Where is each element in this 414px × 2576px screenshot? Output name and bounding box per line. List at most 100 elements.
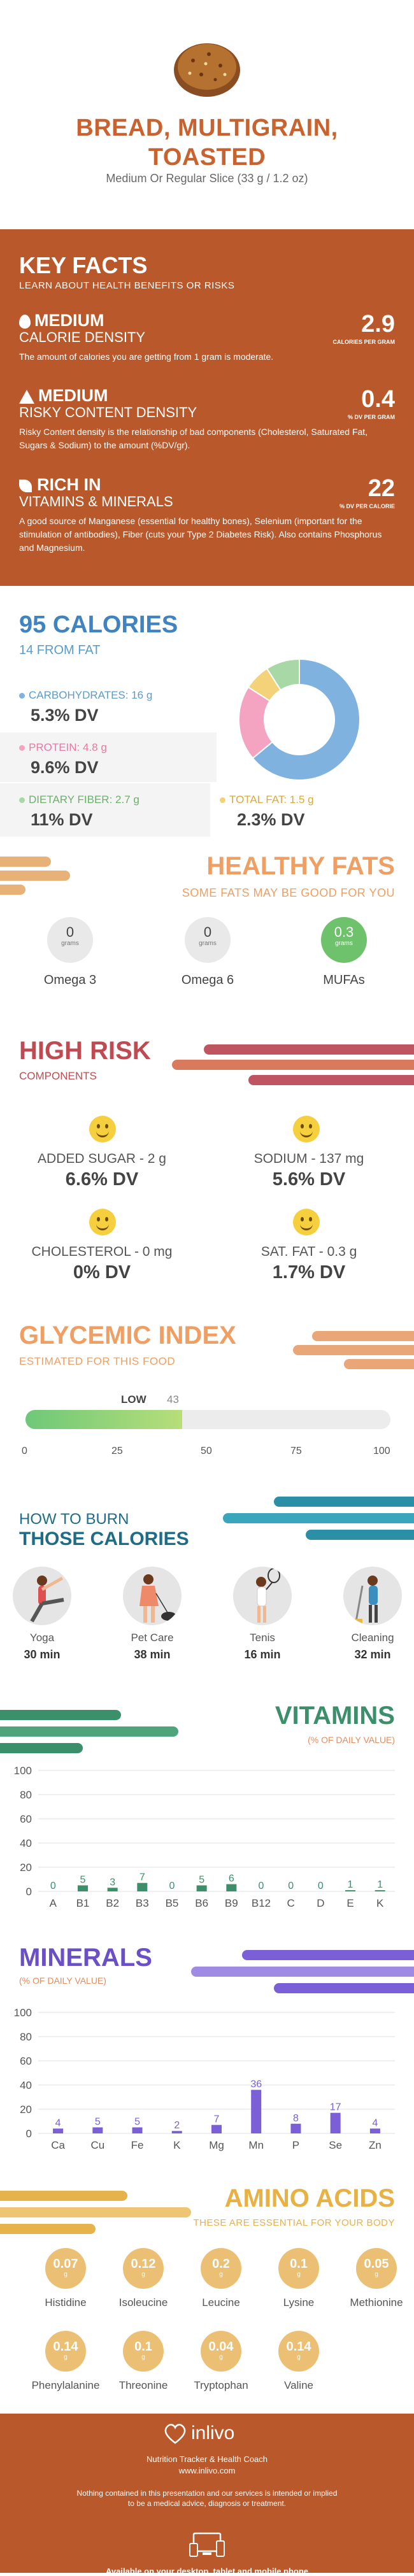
- vitamins-value-label: 0: [169, 1881, 175, 1891]
- vitamins-x-tick: B3: [136, 1897, 149, 1909]
- minerals-value-label: 17: [330, 2102, 341, 2113]
- glycemic-level: LOW: [121, 1393, 146, 1405]
- fiber-dot: [19, 797, 25, 804]
- vitamins-x-tick: A: [50, 1897, 57, 1909]
- glycemic-tick: 50: [201, 1446, 212, 1456]
- omega6-name: Omega 6: [181, 973, 234, 987]
- fat-label: TOTAL FAT: 1.5 g: [220, 793, 314, 806]
- amino-name: Isoleucine: [118, 2296, 168, 2309]
- unit-label: grams: [61, 940, 79, 947]
- mufas-name: MUFAs: [323, 973, 365, 987]
- smile-icon: [89, 1116, 116, 1142]
- amino-unit: g: [64, 2271, 68, 2278]
- sat-fat-label: SAT. FAT - 0.3 g: [261, 1244, 357, 1259]
- burn-decor-stripes: [223, 1497, 414, 1548]
- activity-minutes: 38 min: [134, 1648, 171, 1661]
- cholesterol-dv: 0% DV: [73, 1262, 131, 1283]
- fats-subtitle: SOME FATS MAY BE GOOD FOR YOU: [182, 886, 395, 899]
- vitamins-decor-stripes: [0, 1710, 191, 1761]
- smile-icon: [293, 1116, 320, 1142]
- minerals-decor-stripes: [191, 1950, 414, 2001]
- minerals-y-tick: 80: [20, 2031, 32, 2043]
- protein-text: PROTEIN: 4.8 g: [29, 741, 107, 753]
- brand-tagline: Nutrition Tracker & Health Coach: [146, 2454, 268, 2464]
- amino-circle: 0.1 g: [278, 2248, 319, 2289]
- amino-circle: 0.14 g: [45, 2331, 86, 2372]
- amino-name: Histidine: [45, 2296, 87, 2309]
- minerals-value-label: 5: [134, 2117, 140, 2128]
- minerals-y-tick: 20: [20, 2103, 32, 2116]
- protein-label: PROTEIN: 4.8 g: [19, 741, 107, 754]
- fact-risky-content: MEDIUM RISKY CONTENT DENSITY 0.4 % DV PE…: [19, 386, 395, 452]
- minerals-bar-P: [290, 2123, 301, 2133]
- vitamins-title: VITAMINS: [275, 1702, 395, 1730]
- vitamins-bar-B9: [226, 1884, 237, 1891]
- high-risk-subtitle: COMPONENTS: [19, 1070, 97, 1082]
- warning-icon: [19, 389, 34, 404]
- amino-value: 0.12: [131, 2257, 156, 2271]
- risk-decor-stripes: [159, 1044, 414, 1089]
- vitamins-value-label: 1: [377, 1879, 383, 1890]
- minerals-value-label: 8: [293, 2113, 299, 2124]
- glycemic-decor-stripes: [293, 1331, 414, 1369]
- omega3-name: Omega 3: [43, 973, 97, 987]
- disclaimer-line2: to be a medical advice, diagnosis or tre…: [127, 2499, 287, 2508]
- amino-name: Lysine: [283, 2296, 315, 2309]
- fact-description: The amount of calories you are getting f…: [19, 352, 274, 362]
- food-title-line1: BREAD, MULTIGRAIN,: [76, 115, 338, 141]
- tennis-icon: [233, 1567, 292, 1625]
- key-facts-subtitle: LEARN ABOUT HEALTH BENEFITS OR RISKS: [19, 280, 235, 291]
- minerals-bar-Mg: [211, 2124, 222, 2133]
- vitamins-value-label: 3: [110, 1877, 115, 1888]
- fact-description: A good source of Manganese (essential fo…: [19, 516, 382, 553]
- amino-circle: 0.07 g: [45, 2248, 86, 2289]
- amino-circle: 0.12 g: [123, 2248, 164, 2289]
- minerals-value-label: 4: [55, 2117, 61, 2128]
- mufas-circle: 0.3 grams: [321, 917, 367, 963]
- vitamins-bar-B2: [107, 1888, 118, 1891]
- disclaimer-line1: Nothing contained in this presentation a…: [76, 2489, 338, 2498]
- fat-text: TOTAL FAT: 1.5 g: [229, 793, 314, 806]
- food-title: BREAD, MULTIGRAIN, TOASTED: [0, 113, 414, 172]
- vitamins-x-tick: B1: [76, 1897, 90, 1909]
- fact-calorie-density: MEDIUM CALORIE DENSITY 2.9 CALORIES PER …: [19, 311, 395, 364]
- fact-level: MEDIUM: [34, 311, 104, 330]
- protein-dot: [19, 745, 25, 751]
- vitamins-bar-K: [375, 1890, 385, 1891]
- amino-name: Tryptophan: [194, 2379, 248, 2391]
- macros-donut-chart: [236, 656, 363, 783]
- vitamins-x-tick: B9: [225, 1897, 238, 1909]
- minerals-bar-Se: [330, 2112, 341, 2133]
- key-facts-title: KEY FACTS: [19, 252, 148, 278]
- minerals-x-tick: Mg: [209, 2139, 224, 2151]
- minerals-x-tick: P: [292, 2139, 299, 2151]
- brand-url[interactable]: www.inlivo.com: [178, 2466, 236, 2475]
- devices-icon: [189, 2532, 225, 2560]
- burn-title-line2: THOSE CALORIES: [19, 1528, 189, 1549]
- carbs-text: CARBOHYDRATES: 16 g: [29, 689, 153, 701]
- vitamins-x-tick: B5: [166, 1897, 179, 1909]
- activity-minutes: 32 min: [354, 1648, 391, 1661]
- vitamins-x-tick: D: [317, 1897, 324, 1909]
- amino-value: 0.1: [290, 2257, 308, 2271]
- activity-minutes: 16 min: [244, 1648, 281, 1661]
- fat-dv: 2.3% DV: [237, 810, 305, 829]
- fact-unit: CALORIES PER GRAM: [332, 339, 395, 345]
- vitamins-y-tick: 0: [26, 1886, 32, 1898]
- minerals-x-tick: Fe: [131, 2139, 144, 2151]
- minerals-value-label: 4: [372, 2117, 378, 2128]
- amino-unit: g: [141, 2354, 145, 2361]
- sat-fat-dv: 1.7% DV: [272, 1262, 346, 1283]
- fats-title: HEALTHY FATS: [206, 852, 395, 880]
- minerals-bar-chart: 0 20 40 60 80 100 4 Ca 5 Cu 5 Fe 2 K 7 Mg 36 Mn 8 P 17 Se 4 Zn: [0, 2006, 414, 2159]
- minerals-value-label: 5: [95, 2117, 101, 2128]
- calories-from-fat: 14 FROM FAT: [19, 643, 101, 657]
- fact-unit: % DV PER GRAM: [347, 414, 395, 420]
- minerals-y-tick: 0: [26, 2128, 32, 2140]
- fact-category: RISKY CONTENT DENSITY: [19, 404, 197, 420]
- minerals-bar-Mn: [251, 2089, 262, 2133]
- minerals-value-label: 36: [250, 2079, 262, 2090]
- fact-value: 0.4: [361, 386, 395, 413]
- fact-unit: % DV PER CALORIE: [339, 503, 395, 509]
- amino-name: Threonine: [118, 2379, 168, 2391]
